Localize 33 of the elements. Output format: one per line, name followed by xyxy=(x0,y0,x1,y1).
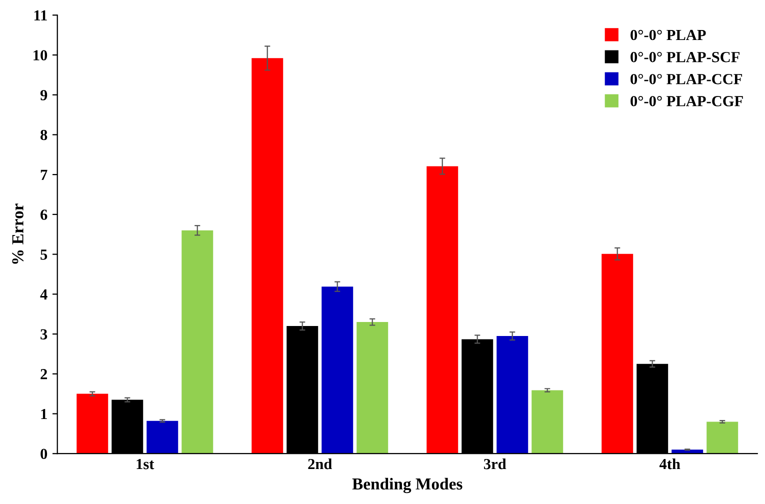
y-tick-label: 8 xyxy=(40,130,48,140)
bar xyxy=(426,166,458,454)
x-axis-title: Bending Modes xyxy=(352,478,462,494)
bar xyxy=(322,286,354,454)
y-tick-label: 5 xyxy=(40,250,48,260)
y-tick-label: 7 xyxy=(40,170,48,180)
y-tick-label: 3 xyxy=(40,329,48,340)
legend-label: 0°-0° PLAP-CGF xyxy=(630,96,743,106)
y-tick-label: 0 xyxy=(40,448,48,460)
x-tick-label: 4th xyxy=(659,458,680,470)
y-axis-title: % Error xyxy=(12,204,24,264)
y-tick-label: 1 xyxy=(41,408,47,420)
bar xyxy=(602,254,634,454)
legend-label: 0°-0° PLAP-SCF xyxy=(630,52,740,62)
bar xyxy=(76,394,108,454)
x-tick-label: 3rd xyxy=(484,458,506,470)
bar xyxy=(356,322,388,454)
y-tick-label: 2 xyxy=(40,369,47,380)
bar xyxy=(252,58,284,454)
bar xyxy=(182,230,214,454)
x-tick-label: 2nd xyxy=(308,458,332,470)
y-tick-label: 4 xyxy=(40,289,48,300)
bar xyxy=(496,336,528,454)
y-tick-label: 11 xyxy=(34,10,47,20)
legend-label: 0°-0° PLAP-CCF xyxy=(630,74,742,84)
y-tick-label: 9 xyxy=(40,90,48,100)
bar xyxy=(706,422,738,454)
y-tick-label: 6 xyxy=(40,210,48,220)
bar xyxy=(146,420,178,454)
y-tick-label: 10 xyxy=(34,50,48,60)
legend-label: 0°-0° PLAP xyxy=(630,30,706,40)
bar xyxy=(532,390,564,454)
x-tick-label: 1st xyxy=(136,458,154,470)
